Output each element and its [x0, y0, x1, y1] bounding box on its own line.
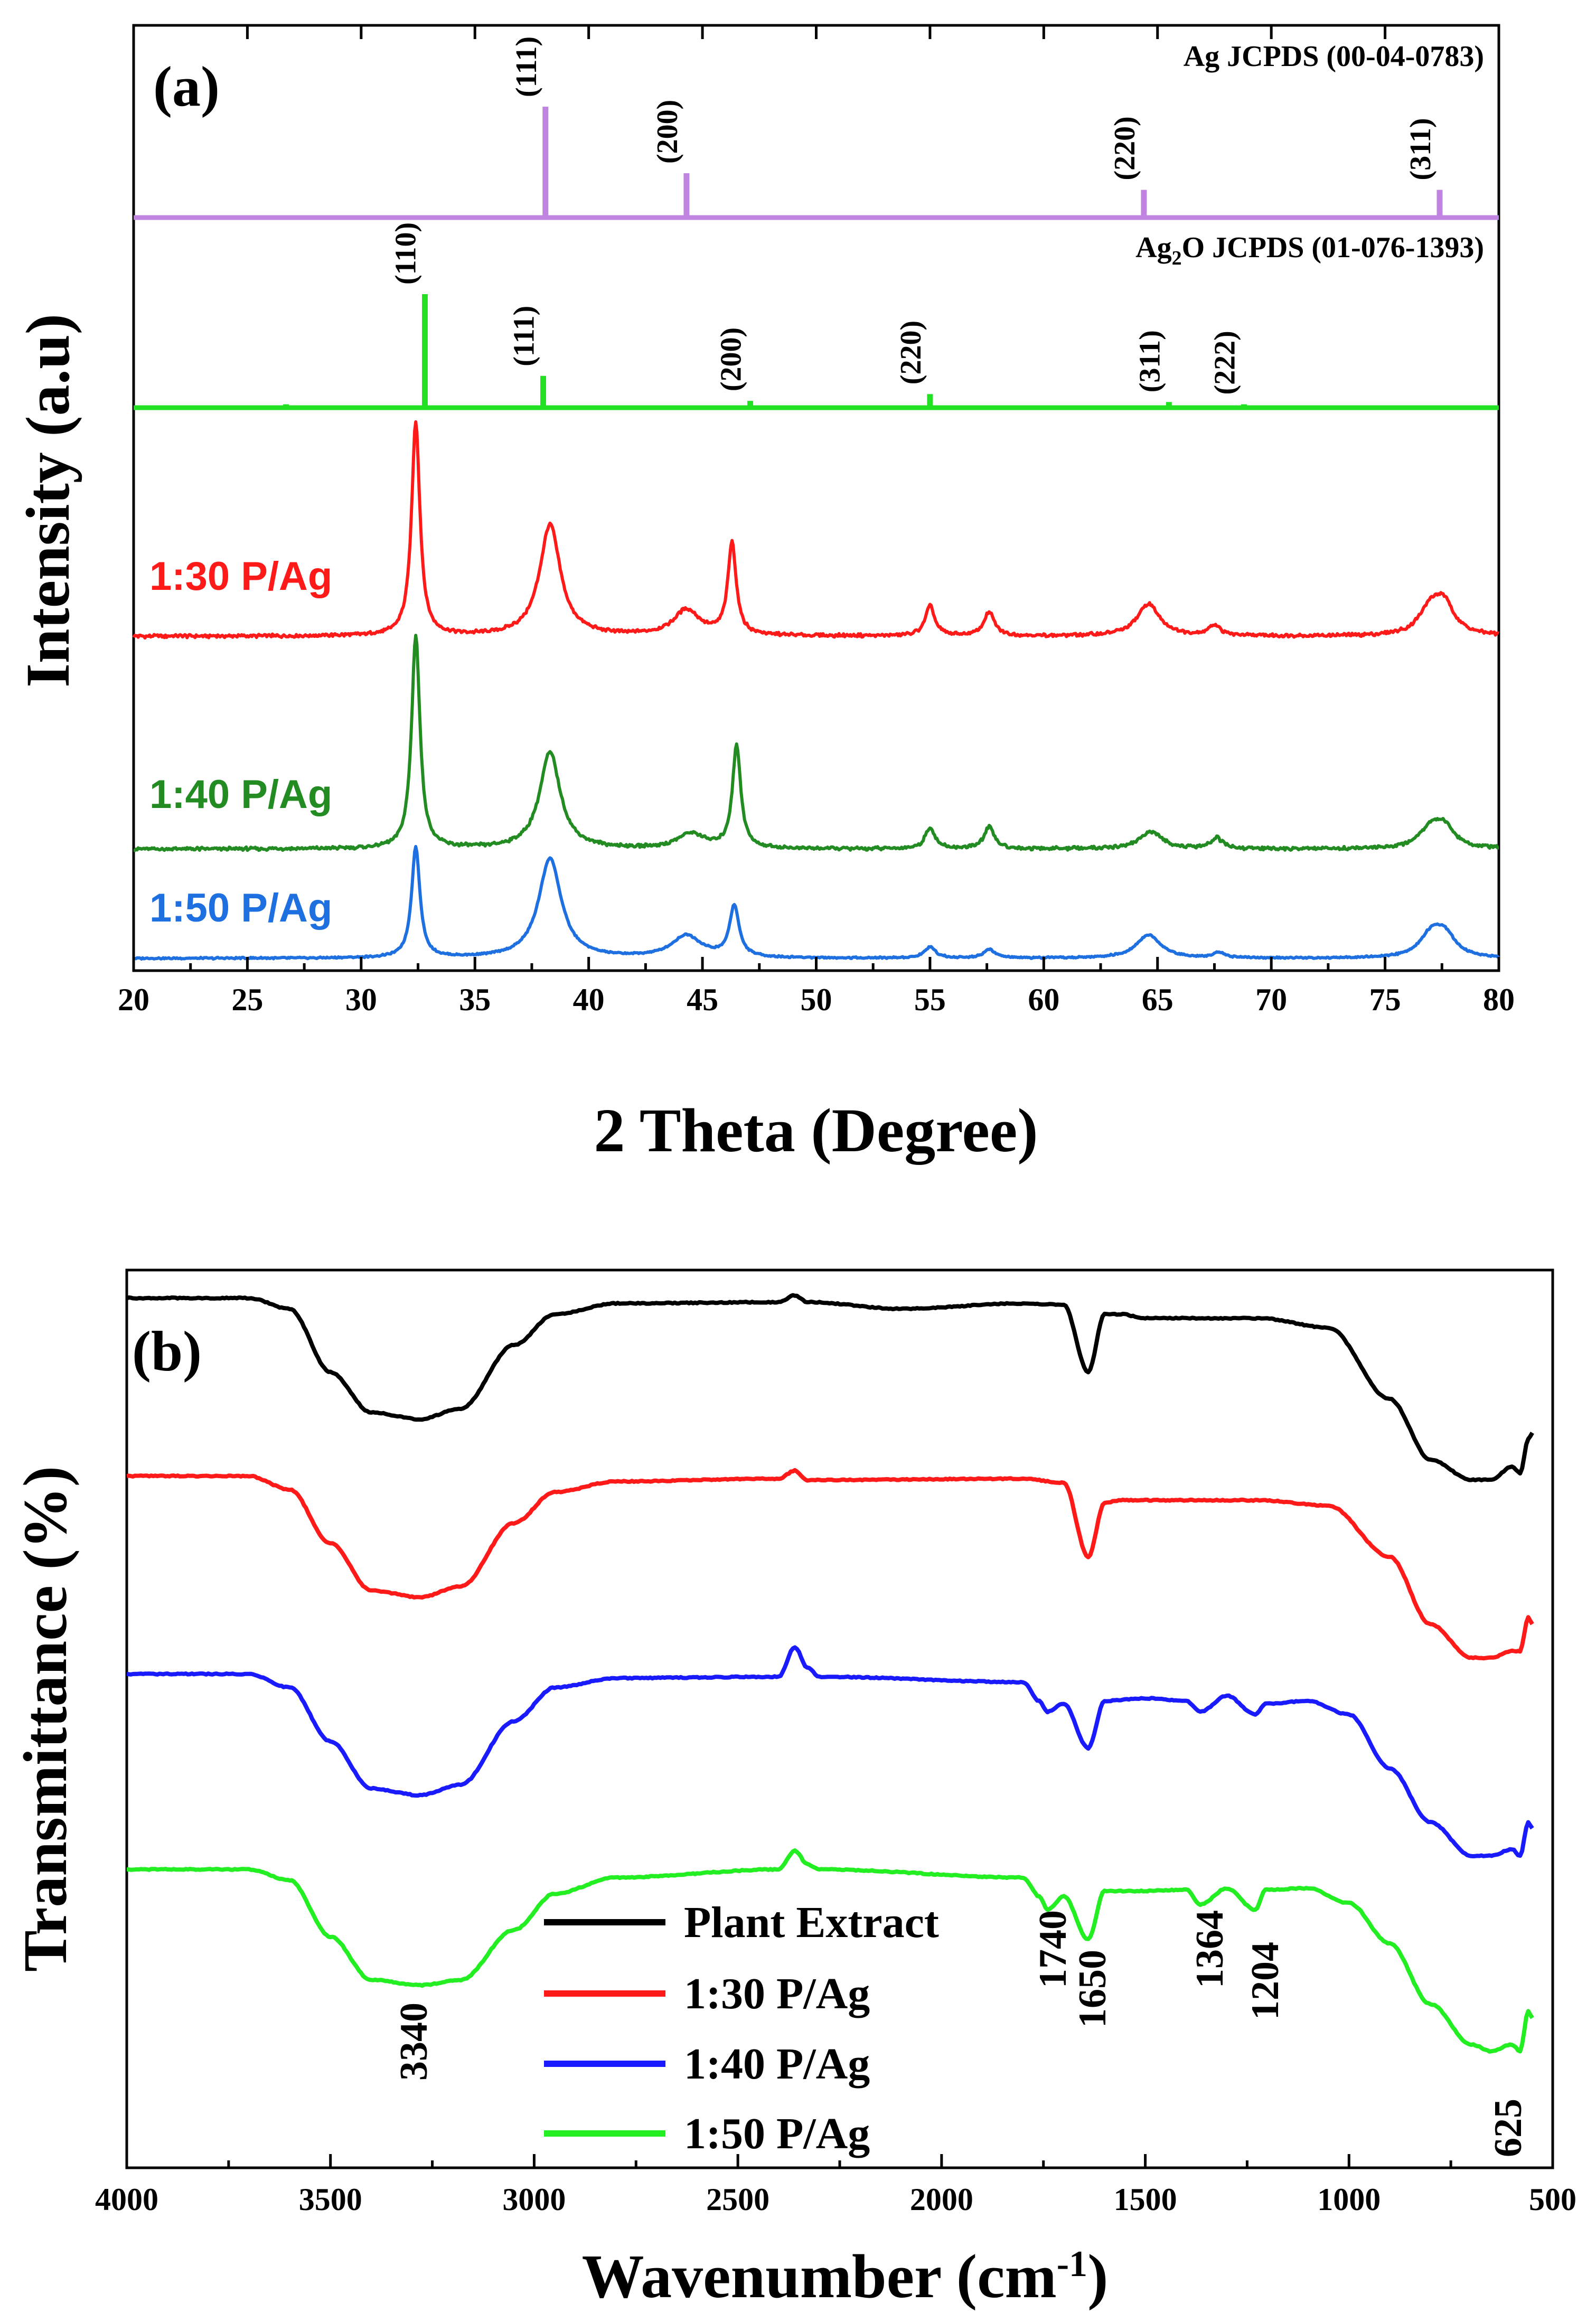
legend-label-1-30: 1:30 P/Ag: [684, 1969, 870, 2018]
ftir-series-group: [126, 1293, 1534, 2054]
xrd-tick-label: 40: [573, 982, 605, 1017]
xrd-series-line: [133, 634, 1499, 852]
ftir-tick-label: 2000: [910, 2182, 973, 2217]
annotation-1364: 1364: [1188, 1910, 1232, 1988]
ftir-series-line: [126, 1293, 1534, 1482]
legend-label-1-40: 1:40 P/Ag: [684, 2039, 870, 2089]
ag2o-reference-label: Ag2O JCPDS (01-076-1393): [1135, 231, 1484, 269]
ag2o-ref-sub: 2: [1172, 247, 1182, 269]
series-label-1-40: 1:40 P/Ag: [149, 772, 332, 817]
miller-index-label: (220): [1109, 116, 1141, 180]
panel-b-label: (b): [132, 1320, 202, 1383]
ftir-series-line: [126, 1848, 1534, 2054]
miller-index-label: (200): [715, 327, 748, 391]
xrd-tick-label: 55: [914, 982, 946, 1017]
legend-label-plant-extract: Plant Extract: [684, 1898, 939, 1947]
xrd-tick-label: 60: [1028, 982, 1059, 1017]
ag2o-ref-main: Ag: [1135, 231, 1171, 264]
annotation-3340: 3340: [392, 2003, 436, 2081]
miller-index-label: (111): [510, 36, 543, 97]
xrd-x-axis: 20 25 30 35 40 45 50 55 60 65 70 75 80: [118, 25, 1515, 1017]
miller-index-label: (200): [651, 100, 684, 164]
xrd-tick-label: 20: [118, 982, 149, 1017]
panel-b-frame: [125, 1268, 1554, 2169]
ag-reference-peaks: (111) (200) (220) (311): [510, 36, 1443, 218]
series-label-1-30: 1:30 P/Ag: [149, 554, 332, 599]
xrd-x-axis-title: 2 Theta (Degree): [594, 1096, 1038, 1165]
xrd-tick-label: 30: [345, 982, 377, 1017]
panel-b: (b) Plant Extract 1:30 P/Ag 1:40 P/Ag 1:…: [11, 1268, 1576, 2311]
annotation-1650: 1650: [1071, 1950, 1114, 2028]
ftir-x-axis: 4000 3500 3000 2500 2000 1500 1000 500: [95, 2154, 1576, 2217]
ftir-y-axis-title: Transmittance (%): [11, 1466, 80, 1972]
ftir-tick-label: 3000: [502, 2182, 566, 2217]
peak-annotations: 3340 1740 1650 1364 1204 625: [392, 1910, 1530, 2157]
miller-index-label: (111): [508, 306, 541, 366]
miller-index-label: (311): [1133, 330, 1166, 392]
legend-label-1-50: 1:50 P/Ag: [684, 2109, 870, 2158]
ftir-x-title-end: ): [1087, 2242, 1108, 2311]
miller-index-label: (222): [1208, 331, 1241, 394]
miller-index-label: (311): [1404, 118, 1437, 180]
ftir-series-line: [126, 1468, 1534, 1661]
panel-a: (a) Ag JCPDS (00-04-0783) Ag2O JCPDS (01…: [13, 24, 1515, 1165]
legend: Plant Extract 1:30 P/Ag 1:40 P/Ag 1:50 P…: [544, 1898, 939, 2158]
annotation-1204: 1204: [1244, 1942, 1287, 2020]
ag2o-reference-peaks: (110) (111) (200) (220) (311) (222): [283, 222, 1247, 408]
ag2o-ref-rest: O JCPDS (01-076-1393): [1182, 231, 1484, 264]
xrd-tick-label: 80: [1483, 982, 1515, 1017]
ftir-x-title-main: Wavenumber (cm: [582, 2242, 1057, 2311]
ftir-tick-label: 2500: [706, 2182, 769, 2217]
ftir-tick-label: 500: [1529, 2182, 1576, 2217]
ag-reference-label: Ag JCPDS (00-04-0783): [1184, 40, 1484, 73]
annotation-1740: 1740: [1031, 1910, 1075, 1988]
xrd-series-line: [133, 845, 1500, 961]
xrd-series-line: [132, 420, 1499, 640]
series-label-1-50: 1:50 P/Ag: [149, 886, 332, 930]
annotation-625: 625: [1487, 2099, 1530, 2157]
ftir-tick-label: 1000: [1317, 2182, 1381, 2217]
ftir-series-line: [126, 1645, 1534, 1858]
xrd-series-group: [132, 420, 1500, 961]
panel-a-frame: [132, 24, 1500, 972]
xrd-y-axis-title: Intensity (a.u): [13, 314, 82, 688]
xrd-tick-label: 70: [1255, 982, 1287, 1017]
panel-a-label: (a): [153, 55, 220, 118]
miller-index-label: (220): [895, 321, 927, 384]
xrd-tick-label: 65: [1142, 982, 1173, 1017]
xrd-tick-label: 75: [1369, 982, 1401, 1017]
ftir-tick-label: 1500: [1114, 2182, 1177, 2217]
xrd-tick-label: 45: [687, 982, 718, 1017]
xrd-tick-label: 25: [231, 982, 263, 1017]
ftir-x-axis-title: Wavenumber (cm-1): [582, 2242, 1109, 2311]
ftir-tick-label: 4000: [95, 2182, 158, 2217]
xrd-tick-label: 35: [459, 982, 491, 1017]
ftir-tick-label: 3500: [299, 2182, 362, 2217]
ftir-x-title-sup: -1: [1057, 2244, 1087, 2285]
xrd-tick-label: 50: [801, 982, 832, 1017]
miller-index-label: (110): [389, 222, 422, 285]
